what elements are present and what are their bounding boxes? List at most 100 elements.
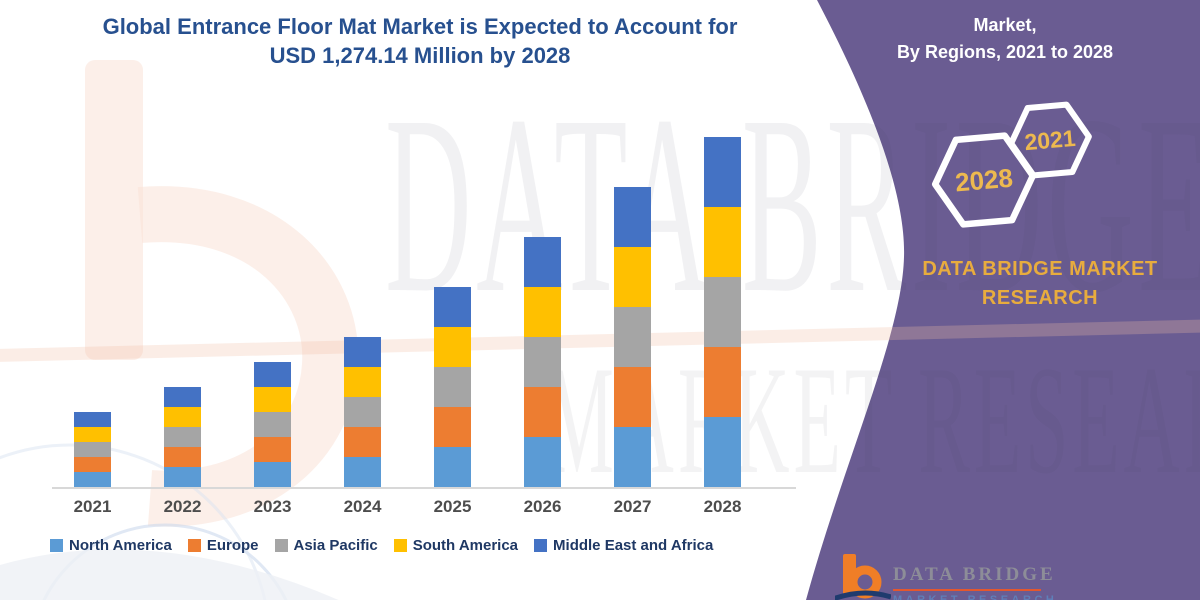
watermark-b-bowl (137, 186, 359, 527)
side-panel-heading-line2: By Regions, 2021 to 2028 (896, 42, 1114, 62)
bar-segment-2021-europe (74, 457, 111, 473)
bar-segment-2022-north-america (164, 467, 201, 487)
footer-brand-text: DATA BRIDGE (893, 564, 1056, 585)
bar-segment-2028-south-america (704, 207, 741, 277)
legend-item-middle-east-and-africa: Middle East and Africa (534, 537, 713, 554)
x-tick-label-2023: 2023 (253, 497, 292, 516)
hexagon-2028-label: 2028 (954, 163, 1014, 198)
side-panel-brand-line1: DATA BRIDGE MARKET (922, 258, 1158, 280)
stacked-bar-2027 (614, 187, 651, 487)
bar-segment-2027-north-america (614, 427, 651, 487)
bar-segment-2025-north-america (434, 447, 471, 487)
bar-segment-2024-middle-east-and-africa (344, 337, 381, 368)
bar-segment-2026-asia-pacific (524, 337, 561, 388)
logo-b-bowl (848, 565, 882, 599)
bar-segment-2022-middle-east-and-africa (164, 387, 201, 408)
bar-segment-2025-asia-pacific (434, 367, 471, 408)
year-hexagons: 2021 2028 (931, 101, 1092, 228)
bar-segment-2021-north-america (74, 472, 111, 487)
footer-sub-text: MARKET RESEARCH (893, 594, 1058, 600)
side-panel-brand: DATA BRIDGE MARKET RESEARCH (875, 255, 1200, 313)
legend-swatch-icon (187, 539, 201, 552)
legend-item-europe: Europe (187, 537, 259, 554)
legend-swatch-icon (274, 539, 288, 552)
bar-segment-2026-middle-east-and-africa (524, 237, 561, 288)
stacked-bar-2025 (434, 287, 471, 487)
x-tick-label-2026: 2026 (523, 497, 562, 516)
legend-swatch-icon (50, 539, 63, 552)
bar-segment-2024-north-america (344, 457, 381, 487)
bar-segment-2023-south-america (254, 387, 291, 413)
chart-title-line2: USD 1,274.14 Million by 2028 (269, 43, 571, 68)
watermark-b-stem (85, 60, 143, 360)
bar-segment-2023-europe (254, 437, 291, 463)
stacked-bar-2026 (524, 237, 561, 487)
bar-segment-2021-middle-east-and-africa (74, 412, 111, 428)
bar-segment-2021-asia-pacific (74, 442, 111, 458)
chart-title: Global Entrance Floor Mat Market is Expe… (70, 12, 770, 70)
legend-item-south-america: South America (393, 537, 518, 554)
x-tick-label-2028: 2028 (703, 497, 742, 516)
x-tick-label-2024: 2024 (343, 497, 382, 516)
x-axis-line (52, 487, 796, 489)
bar-segment-2025-south-america (434, 327, 471, 368)
side-panel-brand-line2: RESEARCH (981, 287, 1099, 309)
chart-title-line1: Global Entrance Floor Mat Market is Expe… (102, 14, 738, 39)
bar-segment-2021-south-america (74, 427, 111, 443)
legend-label: Europe (206, 537, 259, 554)
hexagon-2028-outline (931, 132, 1037, 228)
logo-swoosh (835, 590, 891, 600)
chart-legend: North America Europe Asia Pacific South Ame… (50, 537, 795, 554)
bar-segment-2026-north-america (524, 437, 561, 487)
x-tick-label-2027: 2027 (613, 497, 652, 516)
hexagon-2021: 2021 (1008, 101, 1092, 179)
data-bridge-logo-icon (835, 554, 891, 600)
bar-segment-2022-south-america (164, 407, 201, 428)
hexagon-2021-label: 2021 (1023, 125, 1076, 155)
bottom-left-wave (0, 549, 339, 600)
legend-item-north-america: North America (50, 537, 172, 554)
bar-segment-2028-middle-east-and-africa (704, 137, 741, 207)
footer-brand-underline (893, 589, 1041, 591)
bar-segment-2024-south-america (344, 367, 381, 398)
bar-segment-2023-asia-pacific (254, 412, 291, 438)
stacked-bar-2023 (254, 362, 291, 487)
bar-segment-2028-europe (704, 347, 741, 417)
x-tick-label-2025: 2025 (433, 497, 472, 516)
purple-panel-shape (806, 0, 1200, 600)
watermark-circle-icon (42, 523, 288, 600)
legend-label: Asia Pacific (293, 537, 378, 554)
bar-segment-2024-europe (344, 427, 381, 458)
bar-segment-2025-middle-east-and-africa (434, 287, 471, 328)
side-panel-heading: Market, By Regions, 2021 to 2028 (840, 12, 1170, 66)
legend-swatch-icon (393, 539, 407, 552)
x-tick-label-2022: 2022 (163, 497, 202, 516)
legend-item-asia-pacific: Asia Pacific (274, 537, 378, 554)
bar-segment-2027-middle-east-and-africa (614, 187, 651, 248)
bar-segment-2027-south-america (614, 247, 651, 308)
bar-segment-2024-asia-pacific (344, 397, 381, 428)
x-tick-label-2021: 2021 (73, 497, 112, 516)
hexagon-2028: 2028 (931, 132, 1037, 228)
legend-label: Middle East and Africa (553, 537, 714, 554)
footer-logo: DATA BRIDGE MARKET RESEARCH (835, 552, 1115, 600)
bar-segment-2022-europe (164, 447, 201, 468)
legend-label: North America (69, 537, 172, 554)
bar-segment-2027-asia-pacific (614, 307, 651, 368)
watermark-circle-icon (0, 443, 267, 600)
bar-segment-2023-north-america (254, 462, 291, 487)
bar-segment-2028-asia-pacific (704, 277, 741, 347)
stacked-bar-2024 (344, 337, 381, 487)
stacked-bar-2021 (74, 412, 111, 487)
stacked-bar-2028 (704, 137, 741, 487)
bar-segment-2026-south-america (524, 287, 561, 338)
bar-segment-2026-europe (524, 387, 561, 438)
bar-segment-2028-north-america (704, 417, 741, 487)
stacked-bar-2022 (164, 387, 201, 487)
side-panel-heading-line1: Market, (973, 15, 1037, 35)
bar-segment-2025-europe (434, 407, 471, 448)
bar-segment-2023-middle-east-and-africa (254, 362, 291, 388)
